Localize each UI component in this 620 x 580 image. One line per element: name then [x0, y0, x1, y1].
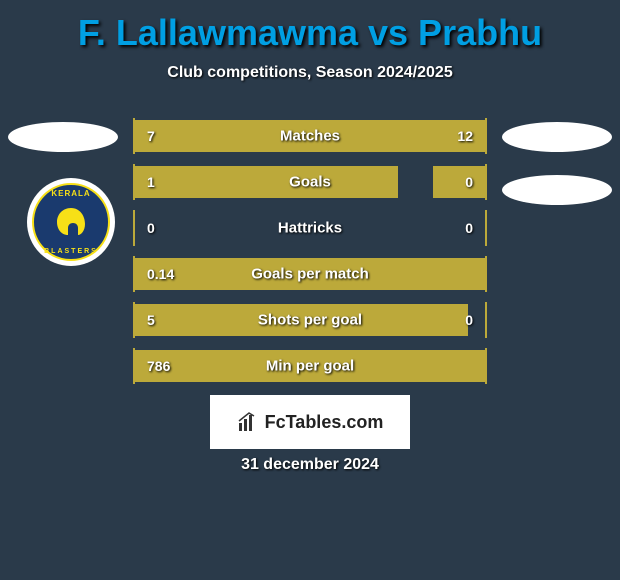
stat-val-right: 0 [465, 220, 473, 236]
stat-val-left: 786 [147, 358, 170, 374]
comparison-bars: 7 12 Matches 1 0 Goals 0 0 Hattricks 0.1… [135, 120, 485, 396]
stat-bar: 786 Min per goal [135, 350, 485, 382]
stat-val-left: 5 [147, 312, 155, 328]
club2-placeholder-icon [502, 175, 612, 205]
stat-bar: 0 0 Hattricks [135, 212, 485, 244]
chart-icon [237, 411, 259, 433]
player1-placeholder-icon [8, 122, 118, 152]
elephant-icon [51, 202, 91, 242]
page-title: F. Lallawmawma vs Prabhu [0, 0, 620, 54]
player2-placeholder-icon [502, 122, 612, 152]
stat-val-left: 7 [147, 128, 155, 144]
brand-text: FcTables.com [265, 412, 384, 433]
stat-bar: 1 0 Goals [135, 166, 485, 198]
stat-bar: 7 12 Matches [135, 120, 485, 152]
stat-label: Matches [280, 128, 340, 145]
club1-logo: KERALA BLASTERS [27, 178, 115, 266]
stat-val-right: 0 [465, 312, 473, 328]
stat-bar-left [135, 166, 398, 198]
stat-val-left: 0.14 [147, 266, 174, 282]
page-subtitle: Club competitions, Season 2024/2025 [0, 64, 620, 82]
brand-badge: FcTables.com [210, 395, 410, 449]
stat-bar-right [433, 166, 486, 198]
stat-label: Min per goal [266, 358, 354, 375]
stat-val-right: 0 [465, 174, 473, 190]
stat-val-left: 0 [147, 220, 155, 236]
stat-label: Hattricks [278, 220, 342, 237]
stat-val-right: 12 [457, 128, 473, 144]
stat-label: Goals per match [251, 266, 369, 283]
club1-name-bottom: BLASTERS [44, 248, 98, 255]
footer-date: 31 december 2024 [241, 456, 379, 474]
stat-val-left: 1 [147, 174, 155, 190]
stat-bar: 0.14 Goals per match [135, 258, 485, 290]
stat-label: Shots per goal [258, 312, 362, 329]
club1-name-top: KERALA [51, 189, 90, 198]
stat-bar: 5 0 Shots per goal [135, 304, 485, 336]
stat-label: Goals [289, 174, 331, 191]
